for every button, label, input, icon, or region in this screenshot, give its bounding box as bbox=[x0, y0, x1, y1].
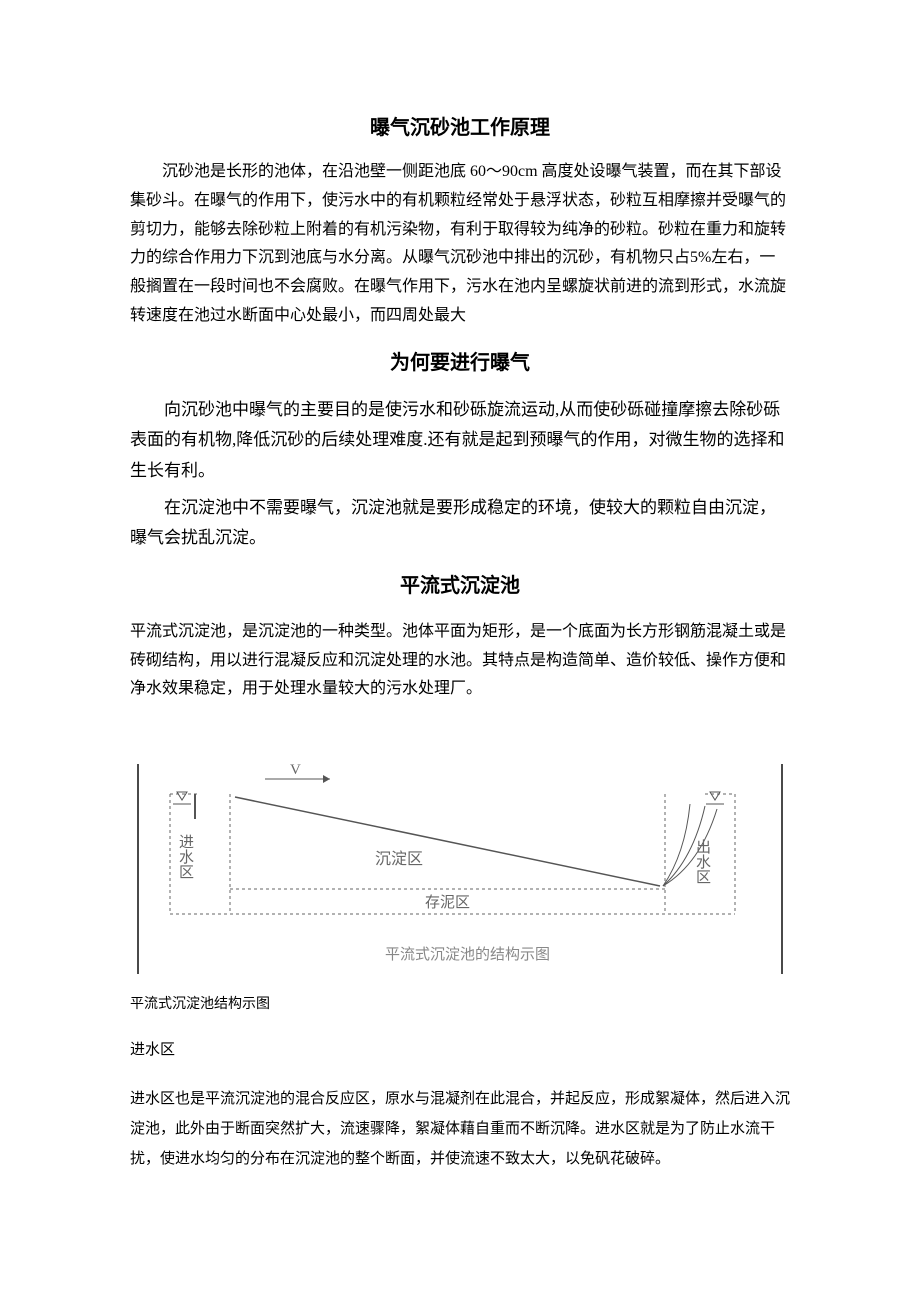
sludge-label: 存泥区 bbox=[425, 894, 470, 911]
paragraph-1: 沉砂池是长形的池体，在沿池壁一侧距池底 60～90cm 高度处设曝气装置，而在其… bbox=[130, 158, 790, 331]
outlet-label: 出水区 bbox=[694, 839, 711, 884]
diagram-caption: 平流式沉淀池结构示图 bbox=[130, 992, 790, 1017]
title-1: 曝气沉砂池工作原理 bbox=[130, 110, 790, 146]
settle-label: 沉淀区 bbox=[375, 850, 423, 868]
paragraph-5: 进水区也是平流沉淀池的混合反应区，原水与混凝剂在此混合，并起反应，形成絮凝体，然… bbox=[130, 1084, 790, 1174]
v-label: V bbox=[290, 764, 301, 778]
paragraph-4: 平流式沉淀池，是沉淀池的一种类型。池体平面为矩形，是一个底面为长方形钢筋混凝土或… bbox=[130, 618, 790, 704]
title-2: 为何要进行曝气 bbox=[130, 345, 790, 381]
diagram-container: V 进水区 沉淀区 存泥区 出水区 平流式沉淀池的结构示图 bbox=[130, 764, 790, 974]
paragraph-2: 向沉砂池中曝气的主要目的是使污水和砂砾旋流运动,从而使砂砾碰撞摩擦去除砂砾表面的… bbox=[130, 395, 790, 487]
section-head-inlet: 进水区 bbox=[130, 1037, 790, 1064]
diagram-inner-caption: 平流式沉淀池的结构示图 bbox=[385, 946, 550, 963]
title-3: 平流式沉淀池 bbox=[130, 568, 790, 604]
paragraph-3: 在沉淀池中不需要曝气，沉淀池就是要形成稳定的环境，使较大的颗粒自由沉淀，曝气会扰… bbox=[130, 493, 790, 554]
inlet-label: 进水区 bbox=[177, 834, 194, 879]
settling-tank-diagram: V 进水区 沉淀区 存泥区 出水区 平流式沉淀池的结构示图 bbox=[135, 764, 785, 974]
